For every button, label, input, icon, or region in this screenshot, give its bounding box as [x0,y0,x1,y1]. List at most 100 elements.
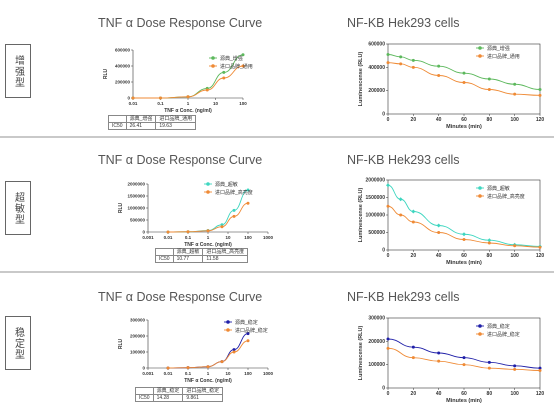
data-point [131,96,135,100]
data-point [411,356,415,360]
y-tick-label: 0 [142,366,145,371]
data-point [186,95,190,99]
dose-response-chart-2: 0 500000 1000000 1500000 2000000 0.001 0.01 0.1… [118,181,274,248]
data-point [206,365,210,369]
ic50-value: 19.63 [155,122,197,130]
data-point [437,351,441,355]
y-axis-label: Luminescense (RLU) [358,187,364,242]
x-axis-label: TNF α Conc. (ng/ml) [184,378,232,384]
plot-frame [387,317,541,389]
legend-label: 进口品牌_稳定 [487,331,520,338]
x-tick-label: 0.01 [164,371,173,376]
data-point [462,71,466,75]
x-tick-label: 100 [510,117,519,123]
data-point [186,230,190,234]
x-tick-label: 0.01 [164,235,173,240]
dose-response-chart-1: 0 200000 400000 600000 0.01 0.1 1 10 100 TNF α Co… [103,48,253,115]
legend-label: 进口品牌_高亮度 [215,189,253,196]
x-tick-label: 0 [387,117,390,123]
x-tick-label: 40 [436,391,442,397]
panel-label-box: 增强型 [5,44,31,98]
x-axis-label: Minutes (min) [446,260,482,266]
y-tick-label: 1500000 [366,195,386,201]
y-tick-label: 200000 [368,88,385,94]
y-axis-label: Luminescense (RLU) [358,51,364,106]
data-point [222,76,226,80]
legend-label: 进口品牌_稳定 [235,327,268,334]
ic50-row-label: IC50 [135,394,154,402]
data-point [220,225,224,229]
x-tick-label: 60 [461,253,467,259]
data-point [513,364,517,368]
legend-marker [211,64,215,68]
legend-marker [206,182,210,186]
time-chart-title: NF-KB Hek293 cells [347,290,460,304]
data-point [411,209,416,214]
ic50-table: 源典_增强 进口品牌_通用 IC50 26.41 19.63 [108,115,197,130]
data-point [411,58,415,62]
y-axis-label: Luminescense (RLU) [358,325,364,380]
data-point [437,74,441,77]
y-tick-label: 1000000 [127,206,145,211]
x-tick-label: 10 [225,371,231,376]
series-line [387,62,541,96]
x-tick-label: 80 [487,391,493,397]
dose-chart-title: TNF α Dose Response Curve [98,153,263,167]
data-point [222,70,226,74]
data-point [206,229,210,233]
ic50-value: 9.861 [182,394,224,402]
data-point [513,367,517,371]
y-axis-label: RLU [118,202,124,213]
legend-marker [478,46,482,50]
x-tick-label: 10 [213,101,219,106]
y-tick-label: 0 [382,248,385,254]
x-tick-label: 100 [244,235,252,240]
panel-label: 超敏型 [12,191,24,225]
data-point [232,350,236,354]
series-line [167,340,249,369]
ic50-col-header: 进口品牌_稳定 [182,387,224,395]
y-tick-label: 300000 [368,316,385,322]
x-tick-label: 120 [536,117,545,123]
x-tick-label: 100 [239,101,247,106]
data-point [399,55,403,59]
data-point [399,62,403,66]
legend-marker [211,56,215,60]
x-tick-label: 1 [207,371,210,376]
data-point [436,223,441,228]
x-tick-label: 80 [487,117,493,123]
time-course-chart-2: 0 500000 1000000 1500000 2000000 0 20 40 60 80 100… [358,178,544,267]
legend-marker [226,320,230,324]
data-point [241,53,245,57]
data-point [487,77,491,81]
data-point [232,214,236,218]
x-tick-label: 120 [536,391,545,397]
time-course-chart-1: 0 200000 400000 600000 0 20 40 60 80 100 120 Minute… [358,42,545,131]
x-axis-label: TNF α Conc. (ng/ml) [164,108,212,114]
data-point [246,188,250,192]
data-point [487,241,491,245]
x-tick-label: 0 [387,391,390,397]
ic50-value: 10.77 [172,255,204,263]
data-point [220,360,224,364]
y-tick-label: 100000 [130,350,146,355]
x-tick-label: 100 [244,371,252,376]
data-point [411,345,415,349]
data-point [186,366,190,370]
data-point [437,64,441,68]
data-point [437,231,441,234]
series-line [167,189,249,233]
x-tick-label: 0.01 [129,101,138,106]
dose-chart-title: TNF α Dose Response Curve [98,290,263,304]
x-tick-label: 0.1 [185,371,192,376]
legend-marker [206,190,210,194]
panel-separator [0,136,554,138]
x-tick-label: 60 [461,117,467,123]
x-tick-label: 40 [436,117,442,123]
data-point [462,356,466,360]
data-point [386,346,390,350]
y-tick-label: 2000000 [366,178,386,184]
data-point [538,245,542,249]
data-point [513,92,517,96]
ic50-row-label: IC50 [155,255,174,263]
